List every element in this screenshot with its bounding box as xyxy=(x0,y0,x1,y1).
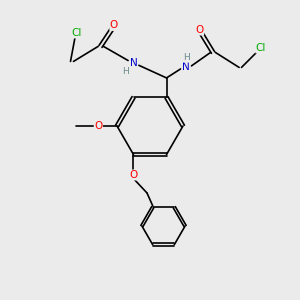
Text: H: H xyxy=(122,67,128,76)
Text: N: N xyxy=(182,62,190,72)
Text: Cl: Cl xyxy=(71,28,82,38)
Text: O: O xyxy=(94,121,103,131)
Text: H: H xyxy=(183,53,190,62)
Text: O: O xyxy=(110,20,118,30)
Text: O: O xyxy=(129,170,138,180)
Text: Cl: Cl xyxy=(256,43,266,53)
Text: N: N xyxy=(130,58,137,68)
Text: O: O xyxy=(195,25,204,35)
